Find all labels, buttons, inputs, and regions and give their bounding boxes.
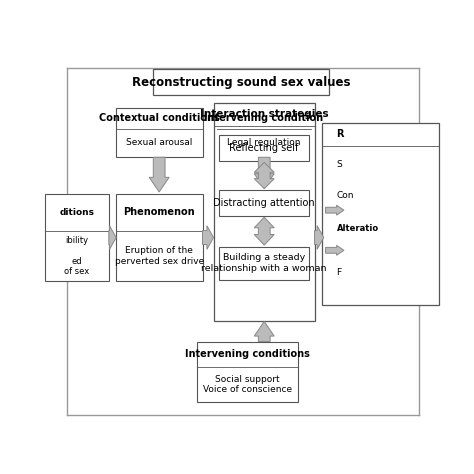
Polygon shape: [315, 226, 324, 249]
Polygon shape: [149, 157, 169, 192]
Text: Alteratio: Alteratio: [337, 224, 379, 233]
Text: Social support
Voice of conscience: Social support Voice of conscience: [203, 374, 292, 394]
FancyBboxPatch shape: [45, 194, 109, 282]
Polygon shape: [254, 217, 274, 245]
Polygon shape: [254, 163, 274, 189]
FancyBboxPatch shape: [219, 190, 309, 216]
Text: S: S: [337, 160, 342, 169]
FancyBboxPatch shape: [116, 194, 202, 282]
Text: Intervening condition: Intervening condition: [204, 113, 324, 123]
Polygon shape: [109, 226, 116, 249]
Text: Reconstructing sound sex values: Reconstructing sound sex values: [132, 75, 350, 89]
FancyBboxPatch shape: [213, 102, 315, 321]
Text: Con: Con: [337, 191, 354, 200]
Text: Building a steady
relationship with a woman: Building a steady relationship with a wo…: [201, 254, 327, 273]
FancyBboxPatch shape: [322, 123, 439, 305]
FancyBboxPatch shape: [219, 246, 309, 280]
Text: Legal regulation: Legal regulation: [228, 138, 301, 147]
FancyBboxPatch shape: [217, 108, 311, 157]
Text: Distracting attention: Distracting attention: [213, 198, 315, 208]
Polygon shape: [254, 157, 274, 188]
Polygon shape: [254, 321, 274, 342]
FancyBboxPatch shape: [219, 136, 309, 161]
Text: Interaction strategies: Interaction strategies: [200, 109, 328, 119]
Text: Sexual arousal: Sexual arousal: [126, 138, 192, 147]
Text: Reflecting self: Reflecting self: [229, 143, 299, 153]
FancyBboxPatch shape: [197, 342, 298, 402]
Polygon shape: [326, 205, 344, 215]
Text: Eruption of the
perverted sex drive: Eruption of the perverted sex drive: [115, 246, 204, 265]
Text: Phenomenon: Phenomenon: [124, 207, 195, 217]
Text: ditions: ditions: [59, 208, 94, 217]
Text: R: R: [337, 129, 344, 139]
Text: Intervening conditions: Intervening conditions: [185, 349, 310, 359]
Polygon shape: [202, 226, 213, 249]
Text: F: F: [337, 268, 342, 277]
FancyBboxPatch shape: [116, 108, 202, 157]
Text: ibility

ed
of sex: ibility ed of sex: [64, 236, 89, 276]
FancyBboxPatch shape: [153, 69, 329, 95]
Polygon shape: [326, 246, 344, 255]
Text: Contextual conditions: Contextual conditions: [99, 113, 220, 123]
